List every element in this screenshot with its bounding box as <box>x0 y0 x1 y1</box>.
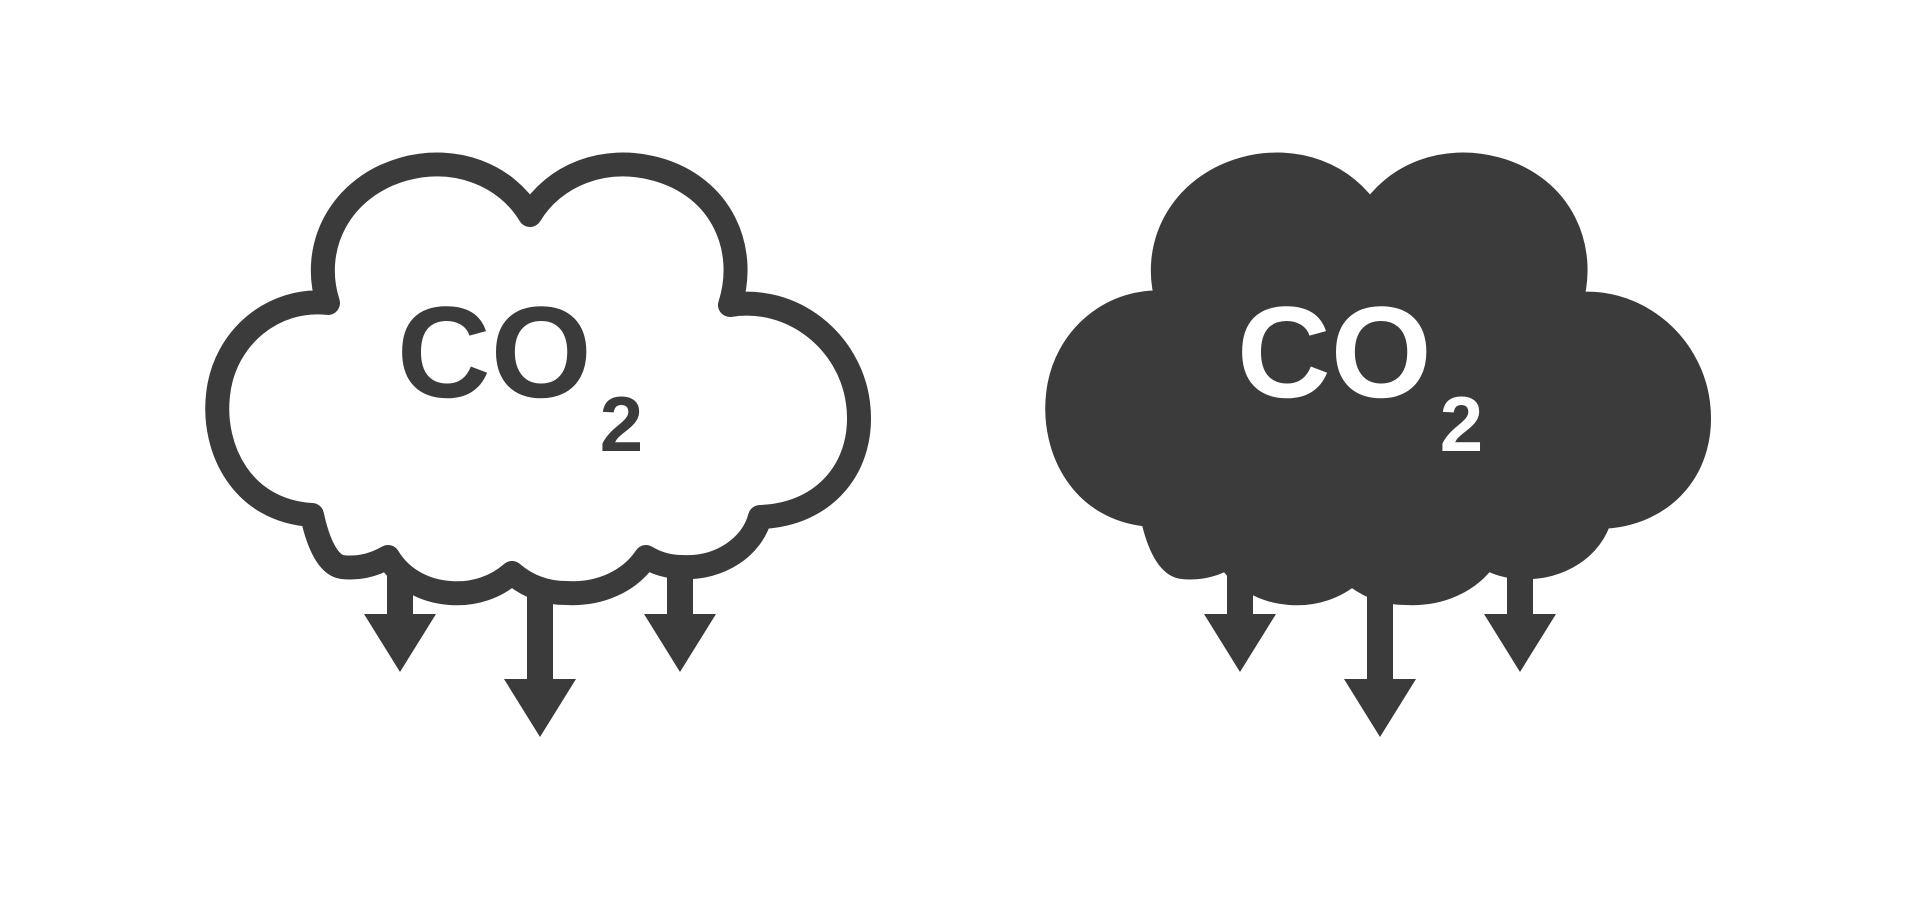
canvas: CO2 CO2 <box>0 0 1920 914</box>
co2-label-sub: 2 <box>1440 380 1483 468</box>
co2-label-main: CO <box>1237 279 1432 425</box>
co2-cloud-solid-icon: CO2 <box>1040 97 1720 817</box>
co2-label-main: CO <box>397 279 592 425</box>
co2-label: CO2 <box>1040 287 1720 417</box>
co2-cloud-outline-icon: CO2 <box>200 97 880 817</box>
co2-label-sub: 2 <box>600 380 643 468</box>
co2-label: CO2 <box>200 287 880 417</box>
